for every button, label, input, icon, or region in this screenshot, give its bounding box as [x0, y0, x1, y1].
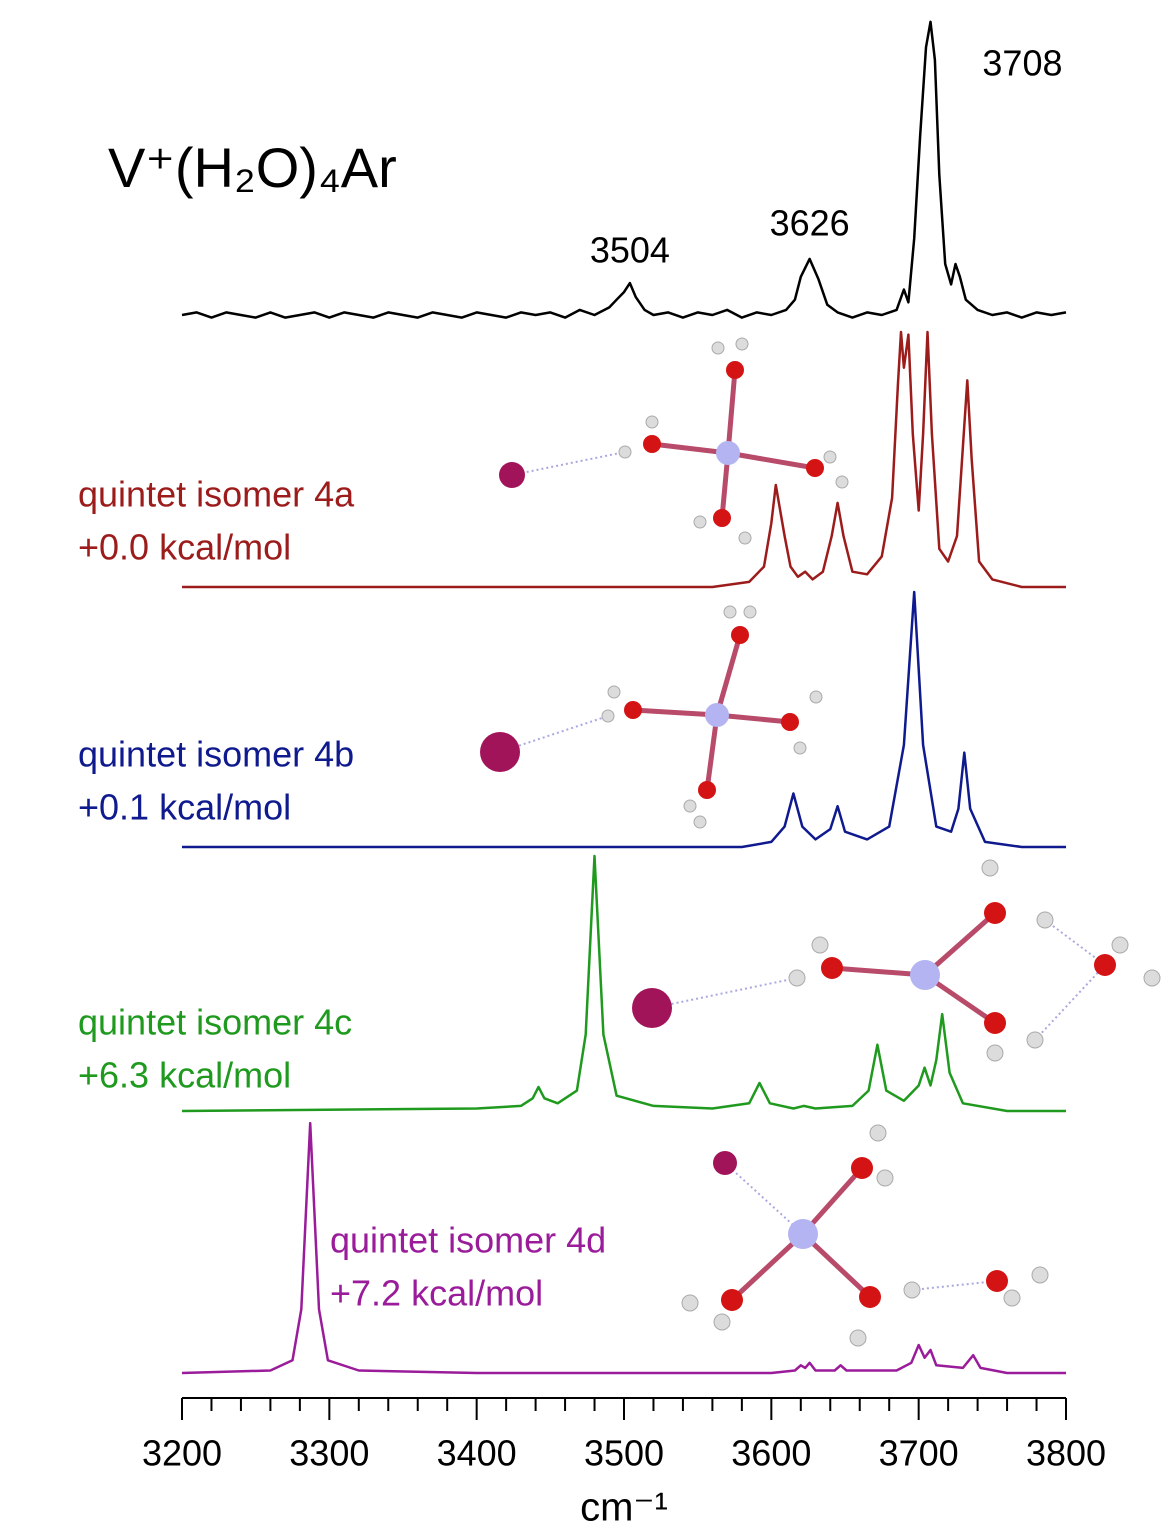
x-tick-label: 3500 — [584, 1433, 664, 1474]
series-label: quintet isomer 4a — [78, 474, 355, 515]
spectrum-line — [182, 332, 1066, 587]
peak-annotation: 3626 — [770, 203, 850, 244]
x-tick-label: 3600 — [731, 1433, 811, 1474]
chart-title: V⁺(H₂O)₄Ar — [108, 136, 397, 199]
series-energy: +6.3 kcal/mol — [78, 1055, 291, 1096]
chart: V⁺(H₂O)₄Ar cm⁻¹ 3200330034003 — [0, 0, 1171, 1535]
molecule-4c — [632, 860, 1160, 1061]
spectrum-line — [182, 592, 1066, 847]
molecule-4a — [499, 338, 848, 544]
x-tick-label: 3700 — [879, 1433, 959, 1474]
series-label: quintet isomer 4b — [78, 734, 354, 775]
peak-annotation: 3708 — [982, 43, 1062, 84]
series-label: quintet isomer 4d — [330, 1220, 606, 1261]
spectrum-line — [182, 1123, 1066, 1373]
x-tick-label: 3200 — [142, 1433, 222, 1474]
series-label: quintet isomer 4c — [78, 1002, 352, 1043]
x-axis-label: cm⁻¹ — [580, 1486, 668, 1530]
molecule-4d — [682, 1125, 1048, 1346]
molecule-4b — [480, 606, 822, 828]
x-tick-label: 3800 — [1026, 1433, 1106, 1474]
peak-annotation: 3504 — [590, 230, 670, 271]
x-tick-label: 3300 — [289, 1433, 369, 1474]
series-energy: +7.2 kcal/mol — [330, 1273, 543, 1314]
series-energy: +0.0 kcal/mol — [78, 527, 291, 568]
series-energy: +0.1 kcal/mol — [78, 787, 291, 828]
x-tick-label: 3400 — [437, 1433, 517, 1474]
